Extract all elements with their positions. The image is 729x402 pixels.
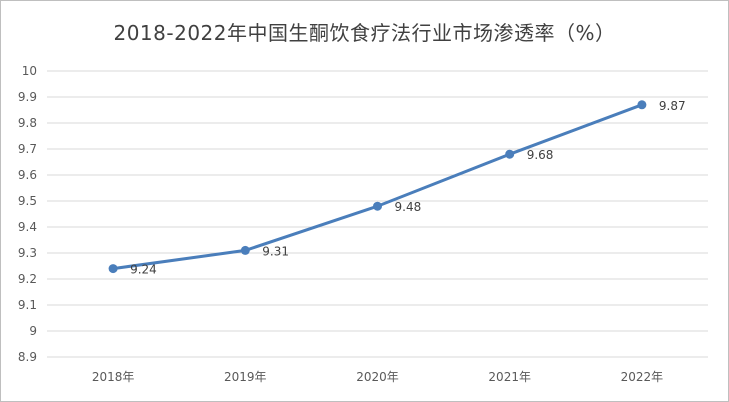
y-tick-label: 9.7 [18, 142, 37, 156]
chart-title: 2018-2022年中国生酮饮食疗法行业市场渗透率（%） [113, 21, 616, 45]
data-point [505, 149, 515, 159]
y-tick-label: 9.6 [18, 168, 37, 182]
x-tick-label: 2022年 [621, 370, 664, 384]
y-tick-label: 8.9 [18, 350, 37, 364]
data-point [240, 245, 250, 255]
data-label: 9.87 [659, 99, 686, 113]
series-line-path [111, 103, 644, 271]
y-tick-label: 9.5 [18, 194, 37, 208]
data-label: 9.68 [527, 148, 554, 162]
y-tick-label: 9.1 [18, 298, 37, 312]
y-tick-label: 9.9 [18, 90, 37, 104]
x-tick-label: 2020年 [356, 370, 399, 384]
x-axis: 2018年 2019年 2020年 2021年 2022年 [92, 370, 663, 384]
y-tick-label: 10 [22, 64, 37, 78]
y-tick-label: 9.8 [18, 116, 37, 130]
x-tick-label: 2019年 [224, 370, 267, 384]
gridlines [47, 70, 708, 358]
y-tick-label: 9.4 [18, 220, 37, 234]
data-point [637, 100, 647, 110]
data-label: 9.48 [395, 200, 422, 214]
data-labels: 9.24 9.31 9.48 9.68 9.87 [130, 99, 686, 277]
data-label: 9.24 [130, 263, 157, 277]
data-point [373, 201, 382, 211]
data-label: 9.31 [262, 244, 289, 258]
data-point [108, 264, 118, 274]
y-tick-label: 9 [29, 324, 37, 338]
y-tick-label: 9.3 [18, 246, 37, 260]
series-line [108, 100, 647, 274]
x-tick-label: 2021年 [488, 370, 531, 384]
y-tick-label: 9.2 [18, 272, 37, 286]
y-axis: 10 9.9 9.8 9.7 9.6 9.5 9.4 9.3 9.2 9.1 9 8.9 [18, 64, 37, 364]
x-tick-label: 2018年 [92, 370, 135, 384]
